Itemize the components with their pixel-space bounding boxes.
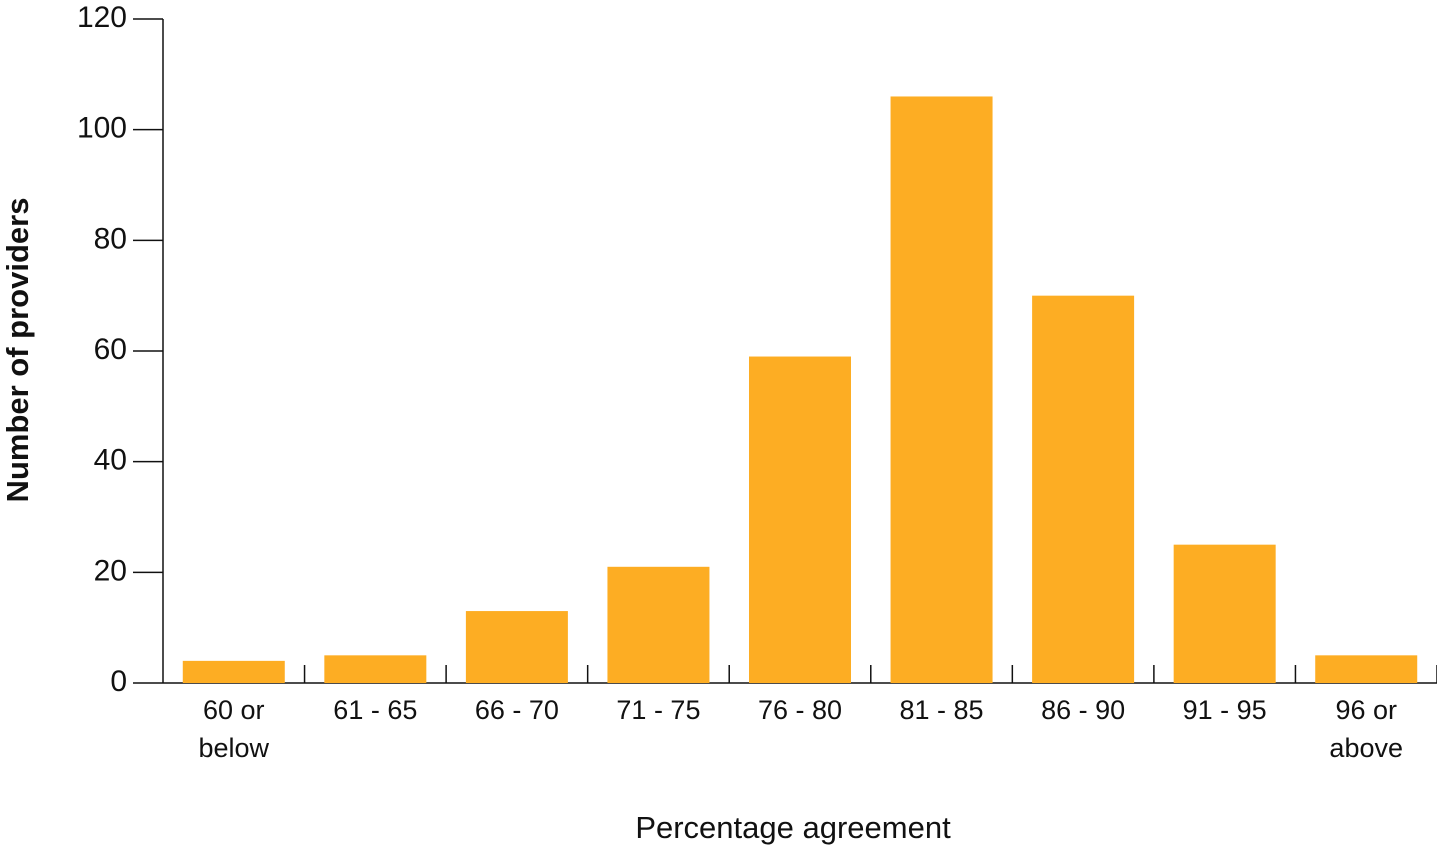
bar	[1173, 544, 1276, 683]
x-tick-label: 60 or below	[198, 695, 270, 763]
y-tick-label: 20	[94, 554, 127, 587]
x-tick-label: 66 - 70	[474, 695, 559, 725]
y-tick-label: 40	[94, 444, 127, 477]
x-tick-label: 91 - 95	[1182, 695, 1267, 725]
x-tick-label: 81 - 85	[899, 695, 984, 725]
x-axis-title: Percentage agreement	[635, 810, 951, 845]
bar	[749, 356, 851, 683]
y-tick-label: 60	[94, 333, 127, 366]
bar	[1315, 655, 1418, 683]
x-tick-label: 61 - 65	[333, 695, 418, 725]
y-tick-label: 0	[110, 665, 127, 698]
x-tick-label: 71 - 75	[616, 695, 701, 725]
bar	[465, 611, 568, 683]
bar	[182, 660, 285, 683]
y-tick-label: 120	[77, 1, 127, 34]
bar	[1032, 295, 1135, 683]
x-tick-label: 96 or above	[1329, 695, 1403, 763]
x-tick-label: 76 - 80	[757, 695, 843, 725]
bar	[890, 96, 993, 683]
bar	[324, 655, 427, 683]
y-tick-label: 100	[77, 112, 127, 145]
x-tick-label: 86 - 90	[1041, 695, 1126, 725]
bar	[607, 566, 710, 683]
y-tick-label: 80	[94, 222, 127, 255]
y-axis-title: Number of providers	[0, 198, 35, 503]
